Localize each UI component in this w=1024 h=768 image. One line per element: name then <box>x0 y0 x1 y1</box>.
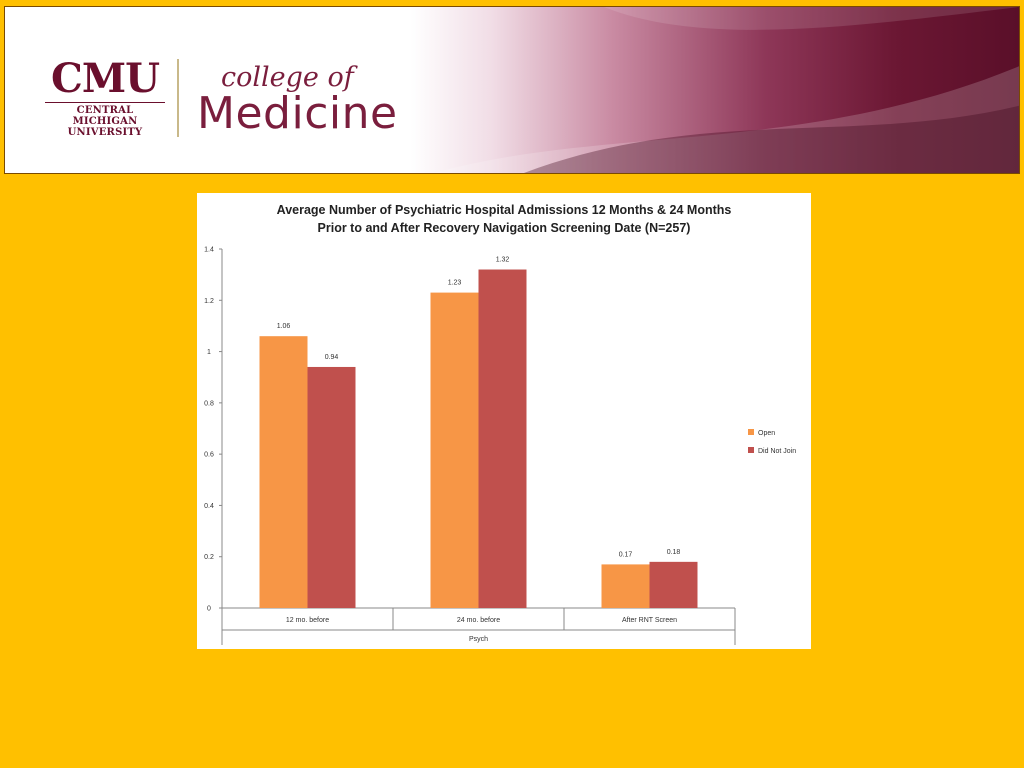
x-group-label: Psych <box>469 636 488 643</box>
bar-did-not-join <box>478 269 527 608</box>
bar-data-label: 0.17 <box>619 551 633 558</box>
y-tick-label: 0.8 <box>204 400 214 407</box>
y-tick-label: 1.2 <box>204 298 214 305</box>
y-tick-label: 0.4 <box>204 503 214 510</box>
medicine-text: Medicine <box>197 88 398 139</box>
y-tick-label: 0 <box>207 606 211 613</box>
bar-data-label: 0.18 <box>667 549 681 556</box>
legend-swatch <box>748 429 754 435</box>
legend-label: Did Not Join <box>758 448 796 455</box>
x-category-label: 12 mo. before <box>286 617 329 624</box>
y-tick-label: 0.6 <box>204 452 214 459</box>
y-tick-label: 1 <box>207 349 211 356</box>
legend-swatch <box>748 447 754 453</box>
cmu-logo-sub-line1: CENTRAL MICHIGAN <box>72 105 138 127</box>
bar-open <box>601 564 650 608</box>
x-category-label: After RNT Screen <box>622 617 677 624</box>
legend-label: Open <box>758 430 775 437</box>
cmu-logo-rule <box>45 102 165 103</box>
bar-data-label: 0.94 <box>325 354 339 361</box>
bar-did-not-join <box>649 561 698 608</box>
bar-chart: Average Number of Psychiatric Hospital A… <box>204 203 796 645</box>
bar-did-not-join <box>307 366 356 608</box>
bar-open <box>430 292 479 608</box>
x-category-label: 24 mo. before <box>457 617 500 624</box>
cmu-logo: CMU CENTRAL MICHIGAN UNIVERSITY <box>45 59 165 138</box>
y-tick-label: 0.2 <box>204 554 214 561</box>
banner-swoosh-graphic <box>434 7 1019 173</box>
y-tick-label: 1.4 <box>204 247 214 254</box>
cmu-logo-letters: CMU <box>51 55 160 102</box>
chart-title-line1: Average Number of Psychiatric Hospital A… <box>277 203 732 217</box>
bar-chart-panel: Average Number of Psychiatric Hospital A… <box>197 193 811 649</box>
cmu-logo-sub-line2: UNIVERSITY <box>67 127 143 138</box>
college-of-text: college of <box>221 62 354 93</box>
cmu-logo-subtitle: CENTRAL MICHIGAN UNIVERSITY <box>45 105 165 138</box>
chart-title-line2: Prior to and After Recovery Navigation S… <box>318 221 691 235</box>
header-banner: CMU CENTRAL MICHIGAN UNIVERSITY college … <box>4 6 1020 174</box>
bar-data-label: 1.23 <box>448 280 462 287</box>
bar-data-label: 1.32 <box>496 257 510 264</box>
bar-open <box>259 336 308 608</box>
bar-data-label: 1.06 <box>277 323 291 330</box>
logo-divider <box>177 59 179 137</box>
